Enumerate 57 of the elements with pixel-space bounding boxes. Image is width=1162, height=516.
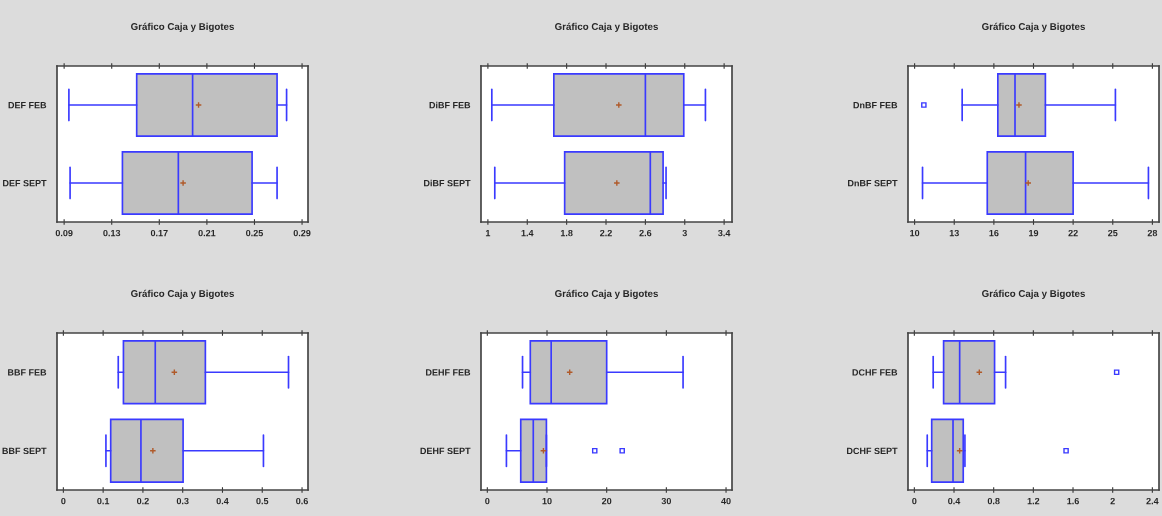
x-tick-label: 40 <box>721 497 731 505</box>
x-tick-label: 0.6 <box>296 497 308 505</box>
x-tick-label: 0.1 <box>97 497 110 505</box>
x-tick-label: 20 <box>601 497 612 505</box>
x-tick-label: 2.6 <box>639 229 652 237</box>
y-tick-label: DiBF SEPT <box>424 179 471 187</box>
x-tick-label: 3 <box>682 229 687 237</box>
y-tick-label: DnBF SEPT <box>848 179 898 187</box>
x-tick-label: 0 <box>485 497 490 505</box>
y-tick-label: DEF SEPT <box>3 179 47 187</box>
x-tick-label: 3.4 <box>718 229 731 237</box>
chart-title: Gráfico Caja y Bigotes <box>131 22 234 32</box>
x-tick-label: 0.3 <box>176 497 189 505</box>
x-tick-label: 25 <box>1108 229 1118 237</box>
x-tick-label: 22 <box>1068 229 1078 237</box>
x-tick-label: 0.5 <box>256 497 269 505</box>
x-tick-label: 1.8 <box>560 229 573 237</box>
x-tick-label: 0.2 <box>137 497 149 505</box>
y-tick-label: DEHF SEPT <box>420 447 471 455</box>
x-tick-label: 2.2 <box>600 229 612 237</box>
x-tick-label: 16 <box>989 229 999 237</box>
y-tick-label: BBF FEB <box>8 369 47 376</box>
x-tick-label: 1 <box>485 229 491 237</box>
x-tick-label: 2 <box>1110 497 1115 505</box>
x-tick-label: 1.4 <box>521 229 534 237</box>
x-tick-label: 28 <box>1147 229 1158 237</box>
x-tick-label: 0 <box>61 497 66 505</box>
x-tick-label: 0.09 <box>55 229 73 237</box>
x-tick-label: 19 <box>1029 229 1039 237</box>
x-tick-label: 1.6 <box>1067 497 1079 505</box>
x-tick-label: 10 <box>542 497 552 505</box>
chart-title: Gráfico Caja y Bigotes <box>555 22 658 32</box>
y-tick-label: DCHF SEPT <box>847 447 898 455</box>
chart-title: Gráfico Caja y Bigotes <box>982 22 1085 32</box>
chart-title: Gráfico Caja y Bigotes <box>131 289 234 299</box>
y-tick-label: DnBF FEB <box>853 102 898 109</box>
x-tick-label: 2.4 <box>1146 497 1159 505</box>
x-tick-label: 0.4 <box>216 497 229 505</box>
x-tick-label: 0.21 <box>198 229 216 237</box>
x-tick-label: 13 <box>949 229 959 237</box>
y-tick-label: DEF FEB <box>8 102 47 109</box>
x-tick-label: 1.2 <box>1027 497 1040 505</box>
x-tick-label: 0.8 <box>987 497 1000 505</box>
x-tick-label: 0.29 <box>293 229 311 237</box>
x-tick-label: 10 <box>910 229 920 237</box>
x-tick-label: 0 <box>912 497 917 505</box>
x-tick-label: 0.25 <box>246 229 263 237</box>
chart-title: Gráfico Caja y Bigotes <box>555 289 658 299</box>
y-tick-label: BBF SEPT <box>2 447 47 455</box>
chart-title: Gráfico Caja y Bigotes <box>982 289 1085 299</box>
x-tick-label: 0.13 <box>103 229 121 237</box>
x-tick-label: 0.17 <box>150 229 168 237</box>
y-tick-label: DiBF FEB <box>429 101 471 109</box>
x-tick-label: 30 <box>661 497 672 505</box>
x-tick-label: 0.4 <box>948 497 961 505</box>
y-tick-label: DCHF FEB <box>852 369 898 376</box>
y-tick-label: DEHF FEB <box>426 369 471 376</box>
